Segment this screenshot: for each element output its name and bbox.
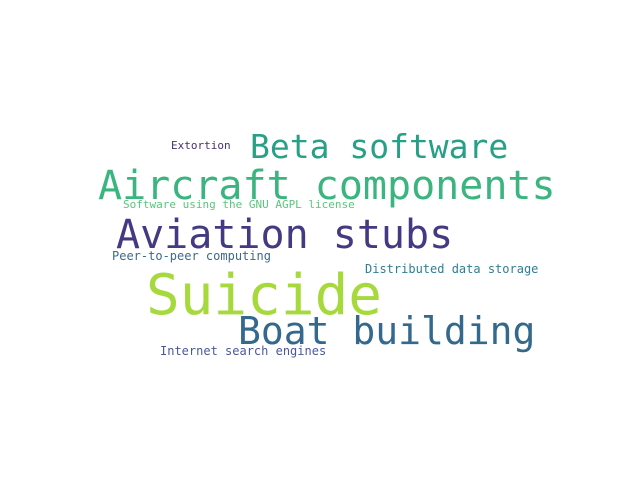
- word-peer-to-peer-computing: Peer-to-peer computing: [112, 249, 271, 263]
- word-boat-building: Boat building: [238, 309, 536, 353]
- word-distributed-data-storage: Distributed data storage: [365, 262, 539, 276]
- word-beta-software: Beta software: [250, 127, 509, 166]
- word-aviation-stubs: Aviation stubs: [116, 212, 454, 258]
- word-extortion: Extortion: [171, 139, 231, 152]
- word-aircraft-components: Aircraft components: [98, 163, 556, 209]
- word-software-gnu-agpl: Software using the GNU AGPL license: [123, 198, 355, 211]
- word-internet-search-engines: Internet search engines: [160, 344, 327, 358]
- word-suicide: Suicide: [146, 263, 383, 328]
